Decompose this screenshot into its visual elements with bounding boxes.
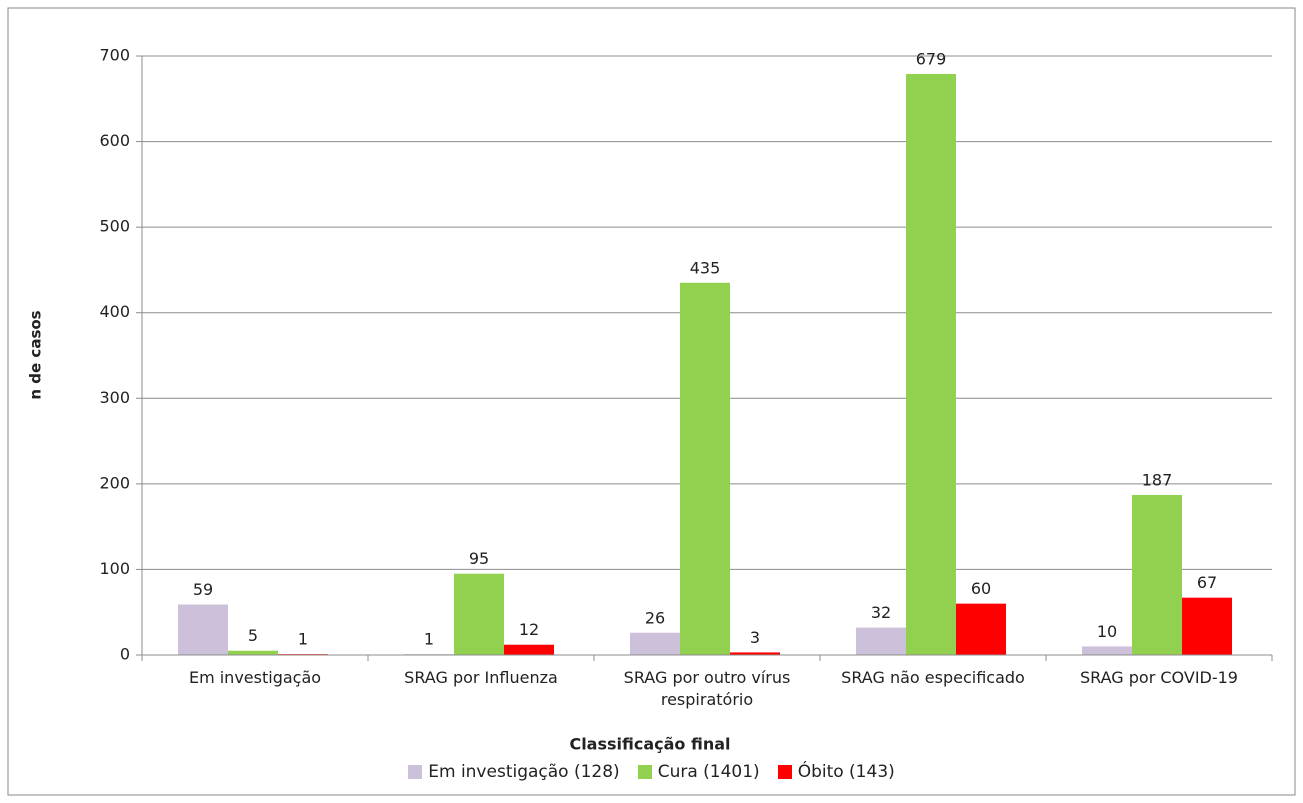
data-label: 435 <box>690 258 721 277</box>
bar <box>228 650 278 655</box>
bar <box>1132 494 1182 655</box>
data-label: 95 <box>469 549 489 568</box>
legend-label: Em investigação (128) <box>428 762 620 782</box>
y-tick-label: 500 <box>99 217 130 236</box>
data-label: 26 <box>645 608 665 627</box>
y-tick-label: 600 <box>99 131 130 150</box>
legend-item: Em investigação (128) <box>408 762 620 782</box>
bar <box>680 282 730 655</box>
legend-swatch <box>777 765 792 779</box>
legend-swatch <box>408 765 423 779</box>
bar <box>454 573 504 655</box>
y-tick-label: 100 <box>99 559 130 578</box>
legend-label: Cura (1401) <box>657 762 760 782</box>
data-label: 60 <box>971 579 991 598</box>
data-label: 679 <box>916 49 947 68</box>
data-label: 1 <box>424 630 434 649</box>
bar <box>630 632 680 655</box>
x-tick-label: SRAG por Influenza <box>404 668 558 687</box>
data-label: 187 <box>1142 470 1173 489</box>
legend: Em investigação (128) Cura (1401) Óbito (1… <box>0 762 1303 782</box>
bar <box>178 604 228 655</box>
bar <box>906 73 956 656</box>
bar <box>956 603 1006 655</box>
x-tick-label: Em investigação <box>188 668 322 687</box>
chart-border <box>7 7 1296 796</box>
bar <box>856 627 906 655</box>
legend-item: Óbito (143) <box>777 762 895 782</box>
data-label: 5 <box>248 626 258 645</box>
data-label: 67 <box>1197 573 1217 592</box>
y-tick-label: 200 <box>99 473 130 492</box>
y-tick-label: 400 <box>99 302 130 321</box>
bar <box>730 652 780 655</box>
y-axis-title: n de casos <box>27 310 45 399</box>
legend-label: Óbito (143) <box>797 762 895 782</box>
legend-item: Cura (1401) <box>637 762 760 782</box>
bar <box>1082 646 1132 655</box>
y-tick-label: 0 <box>120 645 130 664</box>
x-tick-label: SRAG por outro vírus respiratório <box>623 668 791 709</box>
data-label: 12 <box>519 620 539 639</box>
data-label: 32 <box>871 603 891 622</box>
y-tick-label: 700 <box>99 46 130 65</box>
x-axis-title: Classificação final <box>569 735 730 754</box>
x-tick-label: SRAG não especificado <box>841 668 1025 687</box>
data-label: 10 <box>1097 622 1117 641</box>
data-label: 59 <box>193 580 213 599</box>
y-tick-label: 300 <box>99 388 130 407</box>
bar <box>1182 597 1232 655</box>
legend-swatch <box>637 765 652 779</box>
bar <box>504 644 554 655</box>
data-label: 3 <box>750 628 760 647</box>
data-label: 1 <box>298 630 308 649</box>
x-tick-label: SRAG por COVID-19 <box>1080 668 1238 687</box>
